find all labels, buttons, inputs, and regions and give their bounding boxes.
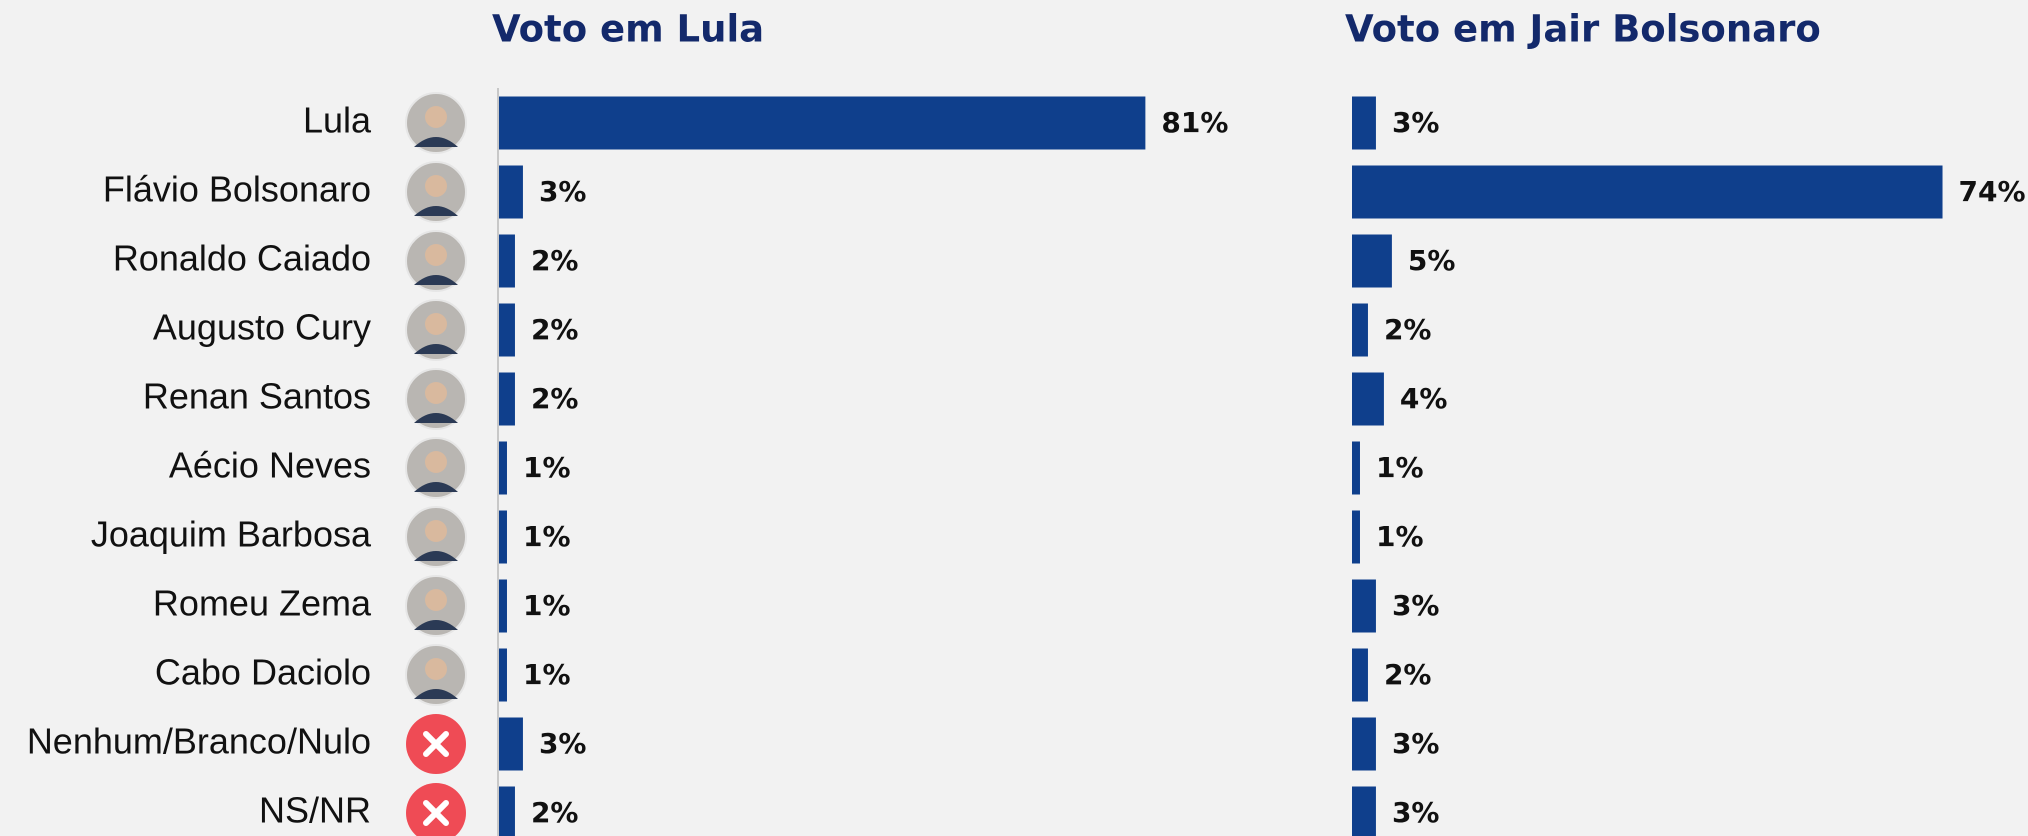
- avatar-body: [414, 689, 458, 699]
- bar: [499, 510, 507, 564]
- bar: [499, 786, 515, 836]
- value-label: 2%: [531, 796, 579, 829]
- bar: [499, 234, 515, 288]
- avatar-head: [425, 589, 447, 611]
- bar: [1352, 96, 1376, 150]
- category-label: Cabo Daciolo: [155, 652, 371, 693]
- value-label: 3%: [1392, 796, 1440, 829]
- avatar-head: [425, 520, 447, 542]
- avatar-body: [414, 551, 458, 561]
- bar: [1352, 234, 1392, 288]
- avatar-x: [423, 731, 449, 757]
- bar: [1352, 441, 1360, 495]
- chart-title: Voto em Jair Bolsonaro: [1345, 8, 1821, 51]
- bar: [499, 717, 523, 771]
- bar: [499, 303, 515, 357]
- category-label: Joaquim Barbosa: [91, 514, 372, 555]
- category-label: Renan Santos: [143, 376, 371, 417]
- bar: [1352, 372, 1384, 426]
- value-label: 1%: [523, 589, 571, 622]
- category-label: Aécio Neves: [169, 445, 371, 486]
- avatar-head: [425, 175, 447, 197]
- value-label: 74%: [1959, 175, 2026, 208]
- value-label: 3%: [539, 727, 587, 760]
- bar: [499, 579, 507, 633]
- category-label: Romeu Zema: [153, 583, 372, 624]
- value-label: 1%: [1376, 520, 1424, 553]
- bar: [1352, 648, 1368, 702]
- bar: [1352, 786, 1376, 836]
- bar: [1352, 165, 1943, 219]
- category-label: Flávio Bolsonaro: [103, 169, 371, 210]
- category-label: Nenhum/Branco/Nulo: [27, 721, 371, 762]
- avatar-head: [425, 244, 447, 266]
- avatar-head: [425, 451, 447, 473]
- value-label: 2%: [531, 244, 579, 277]
- bar: [1352, 303, 1368, 357]
- bar: [499, 165, 523, 219]
- category-label: Lula: [303, 100, 372, 141]
- bar: [499, 96, 1146, 150]
- value-label: 2%: [531, 313, 579, 346]
- avatar-body: [414, 620, 458, 630]
- category-label: Augusto Cury: [153, 307, 371, 348]
- value-label: 2%: [531, 382, 579, 415]
- value-label: 3%: [1392, 727, 1440, 760]
- bar: [1352, 579, 1376, 633]
- value-label: 4%: [1400, 382, 1448, 415]
- value-label: 2%: [1384, 658, 1432, 691]
- avatar-head: [425, 658, 447, 680]
- avatar-body: [414, 137, 458, 147]
- value-label: 3%: [1392, 589, 1440, 622]
- avatar-head: [425, 106, 447, 128]
- value-label: 1%: [523, 520, 571, 553]
- value-label: 81%: [1161, 106, 1228, 139]
- avatar-body: [414, 482, 458, 492]
- avatar-body: [414, 206, 458, 216]
- bar: [1352, 510, 1360, 564]
- avatar-head: [425, 313, 447, 335]
- value-label: 1%: [1376, 451, 1424, 484]
- category-label: NS/NR: [259, 790, 371, 831]
- avatar-body: [414, 275, 458, 285]
- value-label: 1%: [523, 451, 571, 484]
- avatar-body: [414, 344, 458, 354]
- bar: [1352, 717, 1376, 771]
- category-label: Ronaldo Caiado: [113, 238, 371, 279]
- value-label: 3%: [539, 175, 587, 208]
- bar: [499, 372, 515, 426]
- avatar-x: [423, 800, 449, 826]
- value-label: 1%: [523, 658, 571, 691]
- avatar-body: [414, 413, 458, 423]
- value-label: 3%: [1392, 106, 1440, 139]
- chart-title: Voto em Lula: [492, 8, 764, 51]
- value-label: 2%: [1384, 313, 1432, 346]
- value-label: 5%: [1408, 244, 1456, 277]
- bar: [499, 648, 507, 702]
- bar: [499, 441, 507, 495]
- avatar-head: [425, 382, 447, 404]
